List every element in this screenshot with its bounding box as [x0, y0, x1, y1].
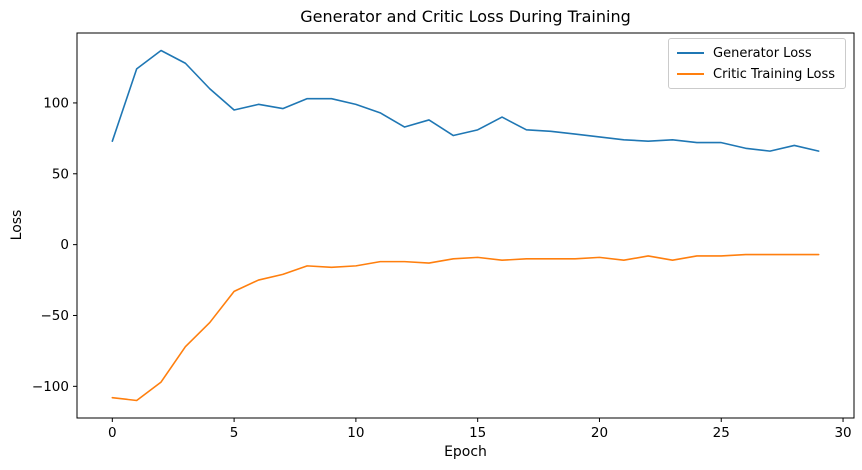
series-line-generator-loss	[111, 49, 820, 152]
x-tick-label: 30	[834, 425, 851, 441]
legend: Generator Loss Critic Training Loss	[668, 38, 846, 89]
x-tick-label: 5	[230, 425, 239, 441]
legend-line-swatch	[677, 73, 705, 75]
x-tick-label: 0	[108, 425, 117, 441]
legend-item: Generator Loss	[677, 45, 835, 61]
y-tick-label: −50	[41, 308, 70, 324]
legend-item: Critic Training Loss	[677, 66, 835, 82]
chart-title: Generator and Critic Loss During Trainin…	[300, 7, 631, 26]
legend-line-swatch	[677, 52, 705, 54]
y-tick-label: 50	[52, 166, 69, 182]
y-axis-label: Loss	[9, 209, 25, 241]
y-tick-label: 0	[60, 237, 69, 253]
legend-label: Critic Training Loss	[713, 66, 835, 82]
x-tick-label: 10	[347, 425, 364, 441]
x-tick-label: 25	[713, 425, 730, 441]
y-tick-label: 100	[43, 95, 69, 111]
x-tick-label: 20	[591, 425, 608, 441]
axes-frame	[76, 32, 855, 419]
y-tick-label: −100	[32, 379, 69, 395]
x-axis-label: Epoch	[444, 444, 487, 460]
legend-label: Generator Loss	[713, 45, 812, 61]
x-tick-label: 15	[469, 425, 486, 441]
series-line-critic-training-loss	[111, 253, 820, 402]
